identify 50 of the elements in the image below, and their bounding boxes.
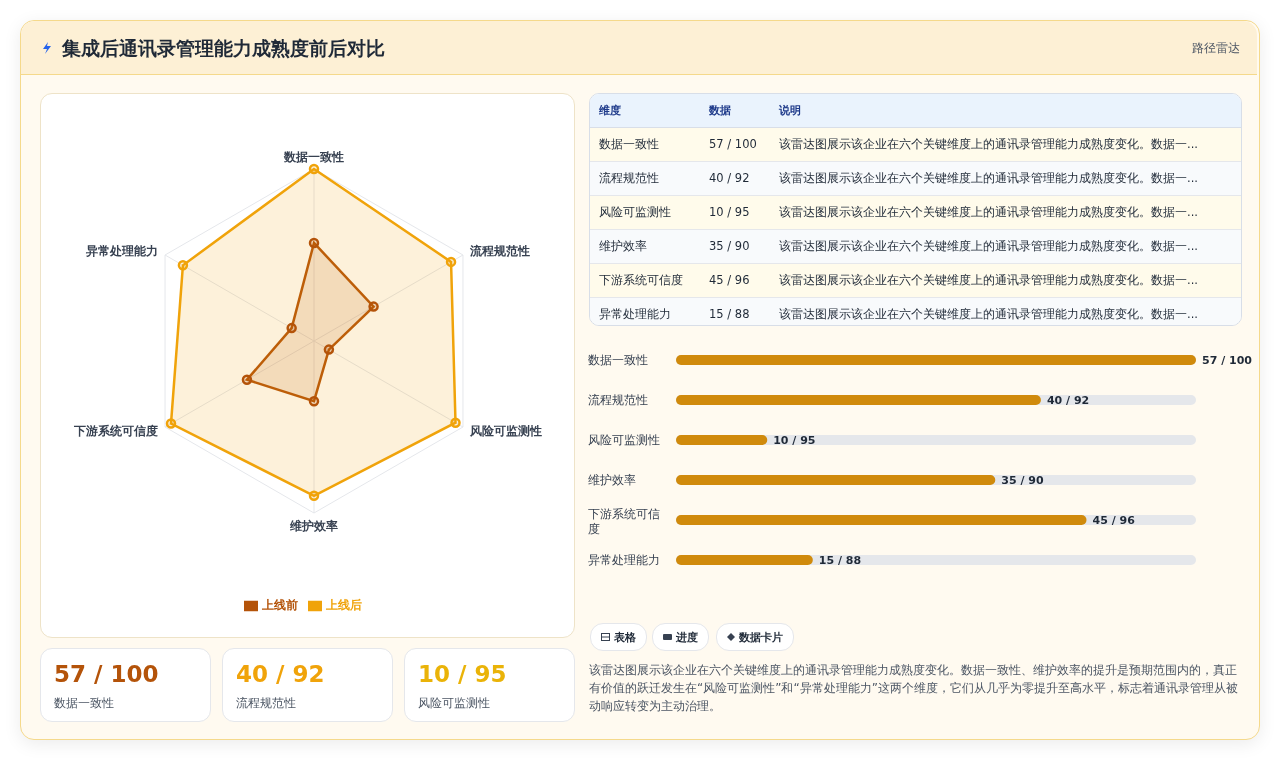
y-tick-label: 下游系统可信度 — [588, 507, 660, 536]
data-label: 10 / 95 — [773, 434, 816, 447]
text: 数据卡片 — [739, 629, 783, 645]
text: 15 / 88 — [709, 307, 750, 321]
text: 数据 — [709, 103, 731, 118]
text: 57 / 100 — [54, 661, 159, 687]
text: 异常处理能力 — [599, 307, 671, 322]
text: 下游系统可信度 — [599, 273, 683, 288]
text: 流程规范性 — [236, 695, 296, 712]
data-label: 45 / 96 — [1092, 514, 1136, 527]
data-label: 57 / 100 — [1202, 354, 1253, 367]
y-tick-label: 维护效率 — [588, 473, 636, 487]
text: 该雷达图展示该企业在六个关键维度上的通讯录管理能力成熟度变化。数据一... — [779, 137, 1198, 152]
spoke-label: 风险可监测性 — [468, 424, 542, 439]
data-label: 35 / 90 — [1001, 474, 1044, 487]
chart-title: 集成后通讯录管理能力成熟度前后对比 — [62, 36, 385, 61]
data-label: 15 / 88 — [818, 554, 862, 567]
text: 10 / 95 — [418, 661, 507, 687]
text: 45 / 96 — [709, 273, 750, 287]
spoke-label: 维护效率 — [289, 518, 338, 533]
text: 57 / 100 — [709, 137, 757, 151]
y-tick-label: 流程规范性 — [588, 393, 648, 407]
spoke-label: 流程规范性 — [468, 244, 530, 259]
y-tick-label: 数据一致性 — [588, 353, 648, 367]
text: 该雷达图展示该企业在六个关键维度上的通讯录管理能力成熟度变化。数据一... — [779, 171, 1198, 186]
text: 40 / 92 — [709, 171, 750, 185]
legend-label: 上线后 — [325, 598, 362, 612]
text: 该雷达图展示该企业在六个关键维度上的通讯录管理能力成熟度变化。数据一... — [779, 205, 1198, 220]
text: 说明 — [779, 103, 801, 118]
text: 进度 — [676, 629, 698, 645]
text: 该雷达图展示该企业在六个关键维度上的通讯录管理能力成熟度变化。数据一... — [779, 273, 1198, 288]
text: 该雷达图展示该企业在六个关键维度上的通讯录管理能力成熟度变化。数据一致性、维护效率的提升是预期范围内的，真正有价值的跃迁发生在“风险可监测性”和“异常处理能力”这两个维度，它们从几乎为零提升至高水平，标志着通讯录管理从被动响应转变为主动治理。 — [589, 662, 1239, 715]
y-tick-label: 风险可监测性 — [588, 433, 660, 447]
text: 维度 — [599, 103, 621, 118]
y-tick-label: 异常处理能力 — [588, 553, 660, 567]
text: 数据一致性 — [54, 695, 114, 712]
spoke-label: 数据一致性 — [283, 150, 344, 164]
spoke-label: 异常处理能力 — [85, 244, 159, 259]
text: 风险可监测性 — [599, 205, 671, 220]
spoke-label: 下游系统可信度 — [73, 424, 159, 439]
text: 风险可监测性 — [418, 695, 490, 712]
text: 路径雷达 — [1192, 40, 1240, 57]
text: 该雷达图展示该企业在六个关键维度上的通讯录管理能力成熟度变化。数据一... — [779, 307, 1198, 322]
text: 10 / 95 — [709, 205, 750, 219]
text: 表格 — [614, 629, 636, 645]
text: 该雷达图展示该企业在六个关键维度上的通讯录管理能力成熟度变化。数据一... — [779, 239, 1198, 254]
text: 35 / 90 — [709, 239, 750, 253]
text: 40 / 92 — [236, 661, 325, 687]
data-label: 40 / 92 — [1046, 394, 1090, 407]
legend-label: 上线前 — [261, 598, 298, 612]
